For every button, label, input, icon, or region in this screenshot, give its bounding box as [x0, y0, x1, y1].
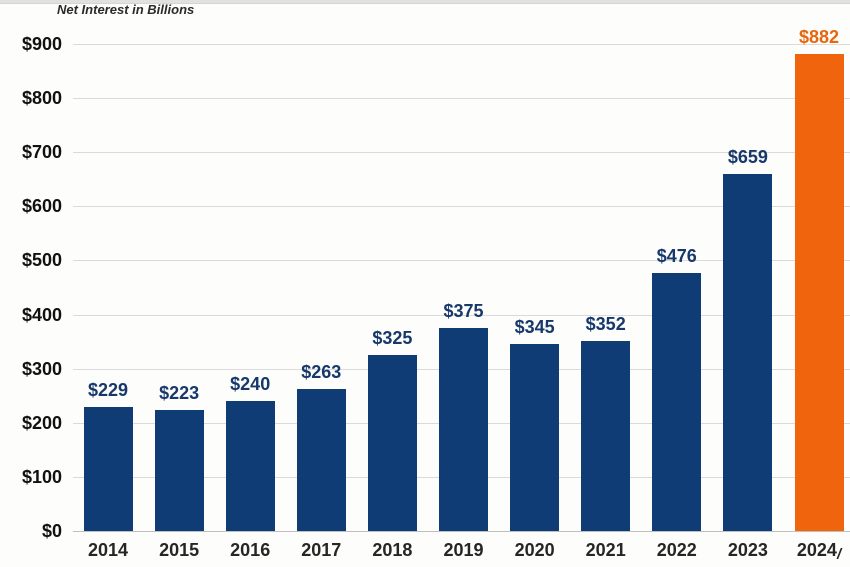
- bar-value-label: $375: [443, 301, 484, 322]
- x-axis-tick-label-text: 2024: [796, 540, 837, 560]
- x-axis-tick-label: 2022: [632, 540, 722, 560]
- bar-2021: [581, 340, 631, 531]
- x-axis-tick-label-text: 2014: [87, 540, 129, 560]
- x-axis-tick-label-text: 2017: [301, 540, 342, 560]
- bar-value-label: $882: [798, 26, 840, 47]
- window-top-edge: [0, 0, 850, 4]
- bar-value-label: $352: [585, 313, 626, 334]
- y-axis-tick-label: $700: [21, 142, 62, 163]
- x-axis-tick-label-text: 2022: [656, 540, 697, 560]
- x-axis-tick-label-text: 2021: [585, 540, 626, 560]
- bar-2018: [367, 355, 417, 531]
- x-axis-tick-label: 2024/: [774, 540, 850, 563]
- x-axis-tick-label: 2019: [419, 540, 509, 560]
- x-axis-tick-label: 2014: [63, 540, 153, 560]
- bar-value-label: $240: [230, 374, 271, 395]
- x-axis-tick-label-text: 2015: [159, 540, 200, 560]
- x-axis-tick-label-text: 2020: [514, 540, 555, 560]
- bar-value-label: $659: [727, 147, 768, 168]
- gridline: [73, 206, 850, 208]
- bar-2014: [83, 407, 133, 531]
- bar-2024: [794, 53, 844, 531]
- bar-value-label: $263: [301, 361, 342, 382]
- x-axis-line: [73, 531, 850, 532]
- y-axis-tick-label: $800: [21, 88, 62, 109]
- y-axis-tick-label: $500: [21, 250, 62, 271]
- gridline: [73, 44, 850, 45]
- y-axis-tick-label: $0: [41, 521, 62, 541]
- y-axis-tick-label: $600: [21, 196, 62, 217]
- bar-2019: [439, 328, 488, 531]
- y-axis-tick-label: $300: [21, 358, 62, 379]
- bar-value-label: $325: [372, 328, 413, 349]
- x-axis-tick-label: 2017: [276, 540, 366, 560]
- gridline: [73, 314, 850, 316]
- x-axis-tick-label: 2021: [561, 540, 651, 560]
- x-axis-tick-label-text: 2023: [727, 540, 768, 560]
- x-axis-tick-label: 2018: [347, 540, 437, 560]
- gridline: [73, 260, 850, 262]
- x-axis-tick-label-text: 2016: [230, 540, 271, 560]
- bar-value-label: $229: [87, 380, 129, 401]
- bar-value-label: $223: [159, 383, 200, 404]
- bar-2016: [225, 401, 275, 531]
- x-axis-tick-label: 2015: [134, 540, 224, 560]
- bar-value-label: $476: [656, 246, 697, 267]
- gridline: [73, 152, 850, 154]
- bar-2022: [652, 273, 702, 531]
- y-axis-tick-label: $400: [21, 304, 62, 325]
- bar-value-label: $345: [514, 317, 555, 338]
- gridline: [73, 98, 850, 100]
- x-axis-tick-label-text: 2019: [443, 540, 484, 560]
- bar-2017: [296, 388, 346, 531]
- bar-2020: [510, 344, 560, 531]
- x-axis-tick-label: 2023: [703, 540, 793, 560]
- y-axis-tick-label: $100: [21, 466, 62, 487]
- bar-2015: [154, 410, 204, 531]
- x-axis-tick-label: 2020: [490, 540, 580, 560]
- x-axis-tick-label: 2016: [205, 540, 295, 560]
- x-axis-label-suffix-mark: /: [836, 546, 842, 563]
- y-axis-tick-label: $900: [21, 34, 62, 54]
- x-axis-tick-label-text: 2018: [372, 540, 413, 560]
- bar-2023: [723, 174, 773, 531]
- chart-title: Net Interest in Billions: [57, 2, 195, 17]
- y-axis-tick-label: $200: [21, 412, 62, 433]
